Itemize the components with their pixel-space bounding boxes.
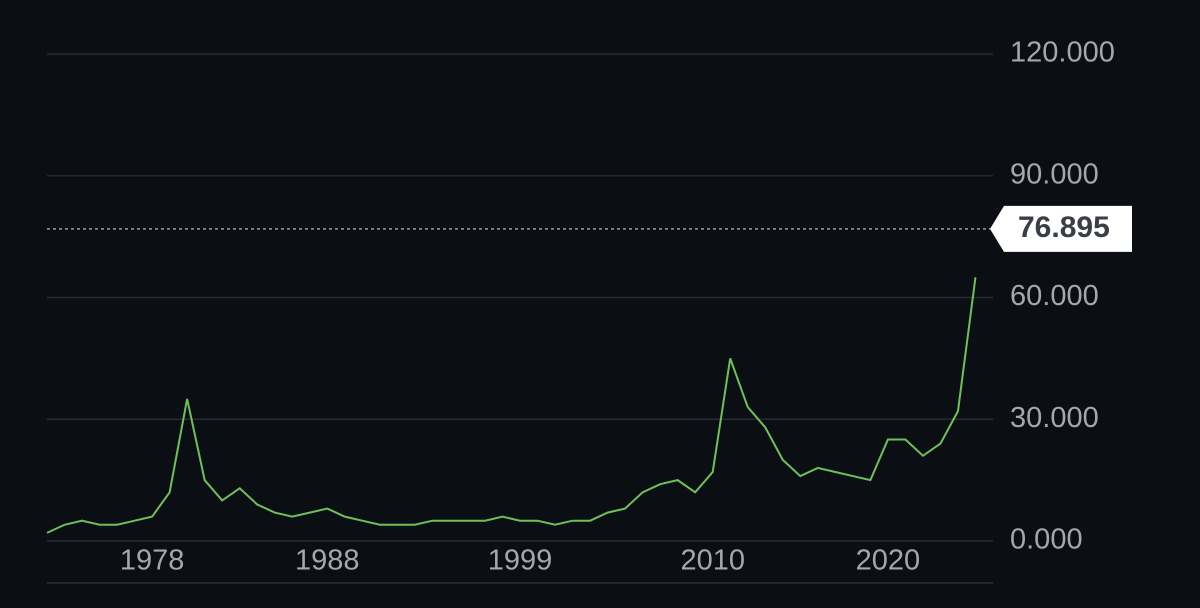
y-tick-label: 30.000 [1010,402,1099,434]
price-line [46,277,977,534]
x-tick-label: 2020 [856,545,921,577]
x-tick-label: 1978 [120,545,185,577]
y-tick-label: 0.000 [1010,524,1083,556]
x-tick-label: 1988 [295,545,360,577]
y-tick-label: 90.000 [1010,158,1099,190]
y-tick-label: 60.000 [1010,280,1099,312]
x-tick-label: 1999 [488,545,553,577]
y-tick-label: 120.000 [1010,37,1115,69]
last-price-tag [990,205,1132,252]
x-tick-label: 2010 [680,545,745,577]
last-price-label: 76.895 [1018,211,1110,244]
